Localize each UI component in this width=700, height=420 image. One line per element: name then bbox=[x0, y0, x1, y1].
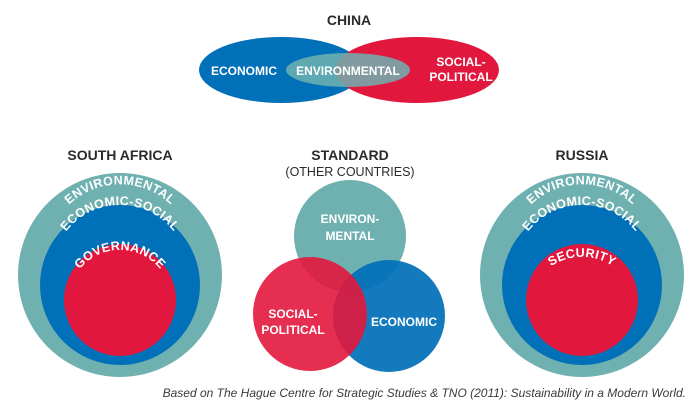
standard-environmental-label-line2: MENTAL bbox=[325, 229, 374, 243]
south-africa-governance-circle bbox=[64, 244, 176, 356]
standard-economic-label: ECONOMIC bbox=[371, 315, 437, 329]
south-africa-diagram: SOUTH AFRICA ENVIRONMENTAL ECONOMIC-SOCI… bbox=[18, 147, 222, 377]
russia-title: RUSSIA bbox=[556, 147, 609, 163]
standard-social-political-label-line2: POLITICAL bbox=[261, 323, 324, 337]
russia-security-circle bbox=[526, 244, 638, 356]
standard-social-political-label-line1: SOCIAL- bbox=[268, 307, 317, 321]
standard-diagram: STANDARD (OTHER COUNTRIES) ENVIRON- MENT… bbox=[253, 147, 445, 372]
china-social-political-label-line2: POLITICAL bbox=[429, 70, 492, 84]
china-social-political-ellipse bbox=[335, 37, 499, 103]
china-social-political-label-line1: SOCIAL- bbox=[436, 55, 485, 69]
china-environmental-ellipse bbox=[286, 53, 410, 87]
standard-social-political-circle bbox=[253, 257, 367, 371]
china-economic-label: ECONOMIC bbox=[211, 64, 277, 78]
source-citation: Based on The Hague Centre for Strategic … bbox=[162, 386, 686, 400]
china-economic-ellipse bbox=[199, 37, 363, 103]
standard-environmental-label-line1: ENVIRON- bbox=[321, 212, 380, 226]
china-environmental-label: ENVIRONMENTAL bbox=[296, 64, 400, 78]
standard-subtitle: (OTHER COUNTRIES) bbox=[285, 165, 414, 179]
standard-economic-circle bbox=[333, 260, 445, 372]
china-diagram: CHINA ECONOMIC ENVIRONMENTAL SOCIAL- POL… bbox=[199, 12, 499, 103]
south-africa-title: SOUTH AFRICA bbox=[67, 147, 172, 163]
russia-diagram: RUSSIA ENVIRONMENTAL ECONOMIC-SOCIAL SEC… bbox=[480, 147, 684, 377]
china-title: CHINA bbox=[327, 12, 371, 28]
standard-title: STANDARD bbox=[311, 147, 389, 163]
